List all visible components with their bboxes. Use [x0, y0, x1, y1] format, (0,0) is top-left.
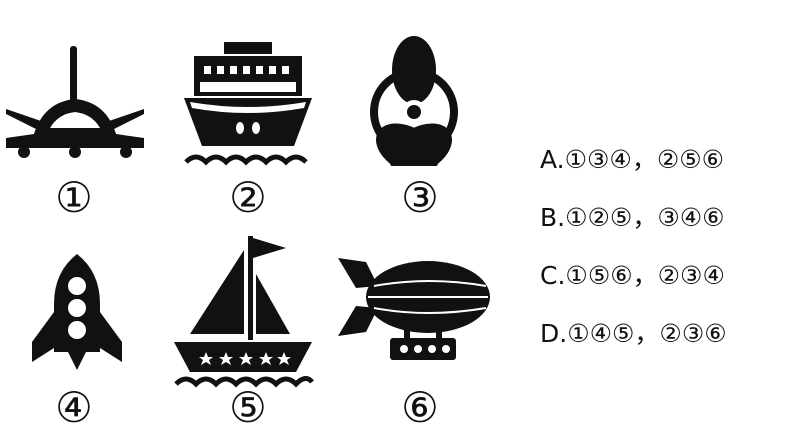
- sailboat-icon: [174, 236, 314, 388]
- figure-label: ⑥: [401, 383, 439, 432]
- airplane-icon: [6, 46, 144, 158]
- option-b[interactable]: B.①②⑤，③④⑥: [540, 203, 725, 232]
- figure-label: ②: [229, 173, 267, 222]
- option-c[interactable]: C.①⑤⑥，②③④: [540, 261, 725, 290]
- ship-icon: [184, 42, 312, 166]
- figure-label: ③: [401, 173, 439, 222]
- rocket-icon: [32, 254, 122, 370]
- figure-label: ①: [55, 173, 93, 222]
- airship-icon: [338, 258, 490, 360]
- propeller-icon: [370, 36, 458, 166]
- option-a[interactable]: A.①③④，②⑤⑥: [540, 145, 725, 174]
- figure-label: ⑤: [229, 383, 267, 432]
- figure-label: ④: [55, 383, 93, 432]
- option-d[interactable]: D.①④⑤，②③⑥: [540, 319, 727, 348]
